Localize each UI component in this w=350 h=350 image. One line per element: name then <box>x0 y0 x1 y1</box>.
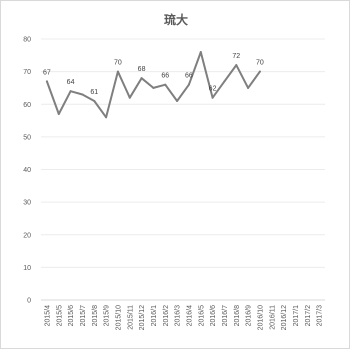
y-tick-label: 50 <box>23 134 31 141</box>
data-point <box>176 99 179 102</box>
x-tick-label: 2015/5 <box>56 305 63 327</box>
x-tick-label: 2015/12 <box>139 305 146 330</box>
y-tick-label: 70 <box>23 69 31 76</box>
data-point <box>235 64 238 67</box>
x-tick-label: 2016/8 <box>234 305 241 327</box>
data-point <box>164 83 167 86</box>
x-tick-label: 2015/11 <box>127 305 134 330</box>
data-point <box>258 70 261 73</box>
y-tick-label: 0 <box>27 298 31 305</box>
x-tick-label: 2015/8 <box>92 305 99 327</box>
y-tick-label: 40 <box>23 167 31 174</box>
y-tick-label: 80 <box>23 37 31 44</box>
data-point <box>152 86 155 89</box>
x-tick-label: 2016/4 <box>186 305 193 327</box>
data-point <box>93 99 96 102</box>
x-tick-label: 2016/3 <box>175 305 182 327</box>
data-point <box>128 96 131 99</box>
data-point <box>140 77 143 80</box>
x-tick-label: 2016/9 <box>246 305 253 327</box>
data-label: 68 <box>138 66 146 73</box>
series-line <box>45 51 261 119</box>
data-point <box>199 51 202 54</box>
data-point <box>187 83 190 86</box>
data-point <box>57 113 60 116</box>
data-point <box>116 70 119 73</box>
data-label: 66 <box>185 73 193 80</box>
data-point <box>247 86 250 89</box>
data-label: 62 <box>209 86 217 93</box>
data-label: 70 <box>256 60 264 67</box>
x-tick-label: 2015/6 <box>68 305 75 327</box>
data-label: 64 <box>67 79 75 86</box>
x-tick-label: 2015/9 <box>104 305 111 327</box>
x-tick-label: 2016/12 <box>281 305 288 330</box>
x-tick-label: 2017/3 <box>317 305 324 327</box>
x-tick-label: 2016/7 <box>222 305 229 327</box>
data-label: 61 <box>90 89 98 96</box>
data-point <box>45 80 48 83</box>
data-point <box>81 93 84 96</box>
x-tick-label: 2017/1 <box>293 305 300 327</box>
chart-title: 琉大 <box>163 13 188 27</box>
x-tick-label: 2016/11 <box>269 305 276 330</box>
x-tick-label: 2016/6 <box>210 305 217 327</box>
y-tick-label: 20 <box>23 232 31 239</box>
data-label: 70 <box>114 60 122 67</box>
data-point <box>223 80 226 83</box>
x-tick-label: 2017/2 <box>305 305 312 327</box>
x-tick-label: 2015/10 <box>115 305 122 330</box>
x-tick-label: 2016/5 <box>198 305 205 327</box>
x-tick-label: 2015/4 <box>44 305 51 327</box>
y-tick-label: 60 <box>23 102 31 109</box>
x-tick-label: 2015/7 <box>80 305 87 327</box>
data-point <box>105 116 108 119</box>
x-tick-label: 2016/2 <box>163 305 170 327</box>
y-tick-label: 10 <box>23 265 31 272</box>
data-point <box>69 90 72 93</box>
x-tick-label: 2016/10 <box>257 305 264 330</box>
data-label: 67 <box>43 69 51 76</box>
y-tick-label: 30 <box>23 200 31 207</box>
data-point <box>211 96 214 99</box>
data-label: 72 <box>232 53 240 60</box>
x-tick-label: 2016/1 <box>151 305 158 327</box>
data-label: 66 <box>161 73 169 80</box>
